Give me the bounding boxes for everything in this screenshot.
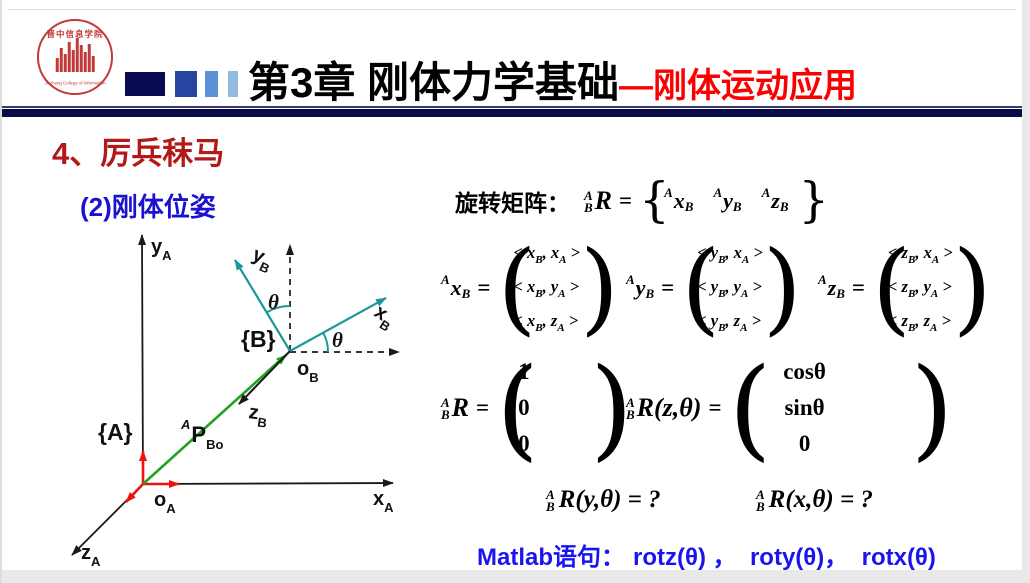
header-rule-thick (0, 109, 1026, 117)
theta-label-x: θ (332, 328, 343, 352)
vector-entry: < zB, yA > (888, 277, 952, 300)
viewport-edge-right (1022, 0, 1030, 583)
right-brace: } (798, 172, 830, 228)
college-seal-logo: 晋中信息学院 Jinzhong College of Information (37, 19, 113, 95)
R-symbol: R (594, 186, 613, 215)
header-top-border (8, 9, 1016, 10)
matlab-code: rotz(θ) ， roty(θ)， rotx(θ) (633, 544, 936, 571)
ya-axis (138, 234, 147, 485)
matrix-cell: 0 (798, 430, 811, 456)
slide-title-sub: —刚体运动应用 (619, 67, 858, 105)
right-paren: ) (762, 229, 802, 346)
right-paren: ) (910, 343, 954, 472)
matlab-commands: Matlab语句： rotz(θ) ， roty(θ)， rotx(θ) (477, 537, 936, 572)
yb-axis (234, 259, 291, 352)
matrix-cell: 1 (518, 358, 530, 384)
matrix-cell: sinθ (784, 394, 825, 420)
left-paren: ( (872, 229, 912, 346)
vector-entry: < yB, yA > (697, 277, 762, 300)
matrix-cell: cosθ (783, 358, 826, 384)
decor-bar-paleblue (228, 71, 238, 97)
left-paren: ( (728, 343, 772, 472)
vector-entry: < xB, zA > (513, 311, 579, 334)
matrix-cell: 0 (518, 394, 530, 420)
frame-b-label: {B} (241, 326, 276, 352)
zb-axis-label: zB (247, 401, 270, 430)
vector-entry: < xB, xA > (513, 243, 580, 266)
right-paren: ) (579, 229, 619, 346)
matrix-cell: 0 (518, 430, 530, 456)
za-axis-label: zA (81, 542, 101, 569)
header-rule-thin (0, 106, 1022, 108)
matlab-label: Matlab语句： (477, 544, 626, 571)
vector-entry: < yB, zA > (697, 311, 761, 334)
decor-bar-lightblue (205, 71, 218, 97)
logo-english-text: Jinzhong College of Information (44, 81, 106, 86)
coordinate-frames-diagram: yA xA zA oA oB yB xB zB {A} {B} θ θ APBo (71, 234, 400, 569)
vector-entry: < yB, xA > (697, 243, 763, 266)
left-brace: { (639, 172, 670, 228)
vector-entry: < zB, xA > (888, 243, 953, 266)
subsection-title: (2)刚体位姿 (80, 192, 216, 222)
viewport-edge-bottom (0, 570, 1030, 583)
xa-axis (142, 479, 394, 488)
xb-axis (289, 297, 387, 352)
logo-building-icon (55, 38, 95, 72)
vector-entry: < zB, zA > (888, 311, 951, 334)
left-paren: ( (681, 229, 721, 346)
left-paren: ( (497, 229, 537, 346)
origin-a-unit-z (125, 483, 144, 503)
position-vector-label: APBo (180, 417, 223, 452)
right-paren: ) (952, 229, 992, 346)
slide-title: 第3章 刚体力学基础—刚体运动应用 (248, 49, 857, 110)
theta-label-y: θ (268, 290, 279, 314)
vector-entry: < xB, yA > (513, 277, 580, 300)
section-title: 4、厉兵秣马 (52, 136, 225, 171)
logo-chinese-text: 晋中信息学院 (46, 29, 104, 39)
decor-square-blue (175, 71, 197, 97)
theta-arc-x (322, 332, 330, 353)
xa-axis-label: xA (373, 488, 394, 515)
frame-a-label: {A} (98, 419, 133, 445)
rotation-matrix-label: 旋转矩阵： (455, 190, 570, 216)
origin-b-label: oB (297, 358, 319, 385)
equals-sign: = (619, 188, 633, 213)
ya-axis-label: yA (151, 236, 172, 263)
position-vector (142, 354, 287, 485)
decor-square-navy (125, 72, 165, 96)
left-paren: ( (496, 343, 540, 472)
zb-axis (238, 350, 291, 405)
right-paren: ) (590, 343, 634, 472)
viewport-edge-left (0, 0, 2, 583)
yb-axis-label: yB (247, 243, 277, 276)
origin-a-label: oA (154, 489, 176, 516)
slide-title-main: 第3章 刚体力学基础 (248, 59, 620, 106)
theta-arc-y (265, 304, 291, 314)
